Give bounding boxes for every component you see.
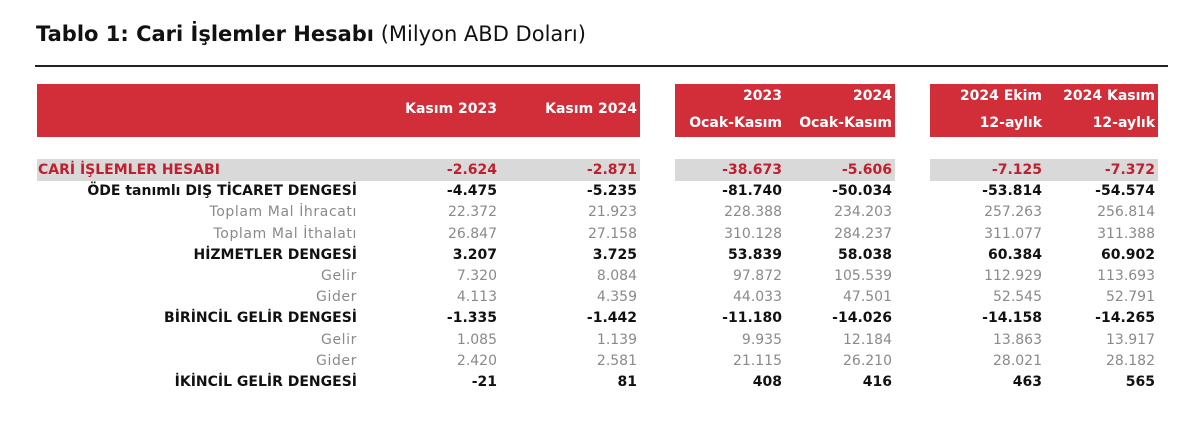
cell: 28.182 [1106,352,1155,369]
cell: -7.372 [1104,162,1155,178]
row-label: Gider [316,352,357,369]
title-bold: Tablo 1: Cari İşlemler Hesabı [36,22,374,46]
cell: 416 [862,374,892,390]
cell: 9.935 [741,331,782,348]
cell: 228.388 [724,204,782,221]
cell: 52.791 [1106,289,1155,306]
cell: 4.113 [456,289,497,306]
cell: 565 [1125,374,1155,390]
row-label: İKİNCİL GELİR DENGESİ [174,374,357,390]
cell: 53.839 [727,246,782,263]
header-band [930,84,1158,137]
row-label: Gelir [321,268,357,284]
cell: 26.210 [843,352,892,369]
cell: 234.203 [834,204,892,221]
total-band [930,159,1158,181]
row-label: Toplam Mal İhracatı [209,204,357,221]
cell: 1.139 [596,331,637,348]
cell: -1.442 [586,310,637,327]
cell: 112.929 [984,268,1042,284]
cell: -53.814 [982,183,1042,200]
cell: 60.384 [987,246,1042,263]
cell: 2.581 [596,352,637,369]
cell: 284.237 [834,225,892,242]
cell: 47.501 [843,289,892,306]
cell: 4.359 [596,289,637,306]
cell: 12.184 [843,331,892,348]
cell: -38.673 [722,162,782,178]
cell: -2.624 [446,162,497,178]
cell: 310.128 [724,225,782,242]
cell: 21.115 [733,352,782,369]
cell: 28.021 [993,352,1042,369]
cell: 26.847 [448,225,497,242]
row-label: Toplam Mal İthalatı [213,225,357,242]
row-label: HİZMETLER DENGESİ [193,246,357,263]
cell: -81.740 [722,183,782,200]
cell: 44.033 [733,289,782,306]
cell: -11.180 [722,310,782,327]
cell: 3.207 [452,246,497,263]
cell: -50.034 [832,183,892,200]
cell: 105.539 [834,268,892,284]
cell: -54.574 [1095,183,1155,200]
cell: 113.693 [1097,268,1155,284]
cell: -14.265 [1095,310,1155,327]
column-header: 2024 Kasım [1063,88,1155,104]
cell: -14.026 [832,310,892,327]
cell: 311.077 [984,225,1042,242]
cell: -2.871 [586,162,637,178]
cell: 463 [1012,374,1042,390]
cell: 2.420 [456,352,497,369]
column-header: 2024 Ekim [959,88,1042,104]
cell: 8.084 [596,268,637,284]
cell: 27.158 [588,225,637,242]
cell: 257.263 [984,204,1042,221]
header-band [675,84,895,137]
cell: -14.158 [982,310,1042,327]
title: Tablo 1: Cari İşlemler Hesabı (Milyon AB… [36,22,586,46]
cell: 22.372 [448,204,497,221]
row-label: ÖDE tanımlı DIŞ TİCARET DENGESİ [87,183,357,200]
column-header: 12-aylık [979,115,1042,131]
cell: 311.388 [1097,225,1155,242]
cell: -4.475 [446,183,497,200]
cell: -21 [471,374,497,390]
cell: 13.863 [993,331,1042,348]
row-label: Gider [316,289,357,306]
cell: 3.725 [592,246,637,263]
cell: 60.902 [1100,246,1155,263]
cell: 408 [752,374,782,390]
cell: -5.235 [586,183,637,200]
total-band [675,159,895,181]
cell: 13.917 [1106,331,1155,348]
cell: -7.125 [991,162,1042,178]
row-label: CARİ İŞLEMLER HESABI [38,162,220,178]
column-header: 2023 [743,88,782,104]
column-header: Kasım 2024 [545,101,637,117]
title-normal: (Milyon ABD Doları) [380,22,586,46]
cell: 21.923 [588,204,637,221]
column-header: Ocak-Kasım [799,115,892,131]
row-label: BİRİNCİL GELİR DENGESİ [164,310,357,327]
header-band [37,84,640,137]
column-header: 2024 [853,88,892,104]
cell: 7.320 [456,268,497,284]
cell: 97.872 [733,268,782,284]
cell: 256.814 [1097,204,1155,221]
row-label: Gelir [321,331,357,348]
column-header: Kasım 2023 [405,101,497,117]
cell: 52.545 [993,289,1042,306]
cell: 58.038 [837,246,892,263]
column-header: 12-aylık [1092,115,1155,131]
column-header: Ocak-Kasım [689,115,782,131]
cell: 81 [617,374,637,390]
cell: 1.085 [456,331,497,348]
total-band [37,159,640,181]
cell: -5.606 [841,162,892,178]
cell: -1.335 [446,310,497,327]
rule [35,65,1168,67]
